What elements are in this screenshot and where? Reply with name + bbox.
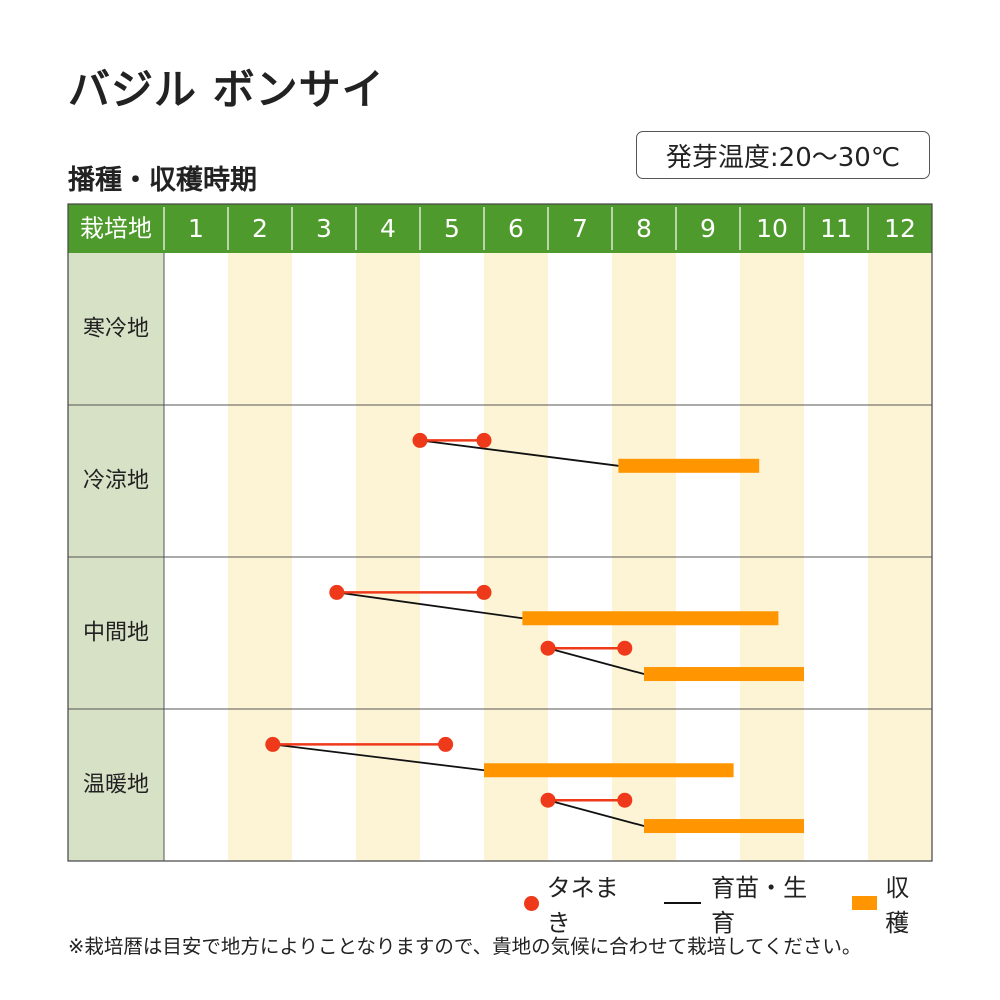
- month-label-9: 9: [700, 214, 716, 243]
- chart-subtitle: 播種・収穫時期: [68, 165, 257, 196]
- legend-harvest: 収穫: [852, 868, 932, 938]
- chart-border: [67, 203, 933, 862]
- disclaimer-note: ※栽培暦は目安で地方によりことなりますので、貴地の気候に合わせて栽培してください…: [68, 935, 862, 958]
- sowing-start-dot: [265, 736, 281, 752]
- month-label-7: 7: [572, 214, 588, 243]
- growing-line: [272, 743, 485, 772]
- germination-temp-badge: 発芽温度:20〜30℃: [636, 131, 930, 179]
- chart-legend: タネまき 育苗・生育 収穫: [500, 868, 932, 938]
- growing-line: [336, 591, 523, 620]
- harvest-bar: [644, 667, 804, 682]
- harvest-bar: [644, 819, 804, 834]
- sowing-dot-icon: [524, 895, 539, 911]
- month-label-10: 10: [756, 214, 788, 243]
- sowing-end-dot: [476, 432, 492, 448]
- region-label: 温暖地: [83, 773, 149, 798]
- sowing-end-dot: [476, 584, 492, 600]
- month-label-1: 1: [188, 214, 204, 243]
- sowing-start-dot: [329, 584, 345, 600]
- legend-growing-label: 育苗・生育: [711, 874, 808, 937]
- month-label-5: 5: [444, 214, 460, 243]
- harvest-bar: [522, 611, 779, 626]
- legend-sowing: タネまき: [524, 868, 640, 938]
- month-label-12: 12: [884, 214, 916, 243]
- sowing-start-dot: [412, 432, 428, 448]
- header-bar: [68, 204, 932, 253]
- month-label-3: 3: [316, 214, 332, 243]
- growing-line: [547, 647, 645, 675]
- growing-line: [547, 799, 645, 827]
- harvest-bar-icon: [852, 896, 878, 910]
- legend-harvest-label: 収穫: [885, 874, 910, 937]
- sowing-end-dot: [438, 736, 454, 752]
- region-label: 冷涼地: [83, 469, 149, 494]
- harvest-bar: [618, 458, 760, 473]
- sowing-end-dot: [617, 792, 633, 808]
- legend-sowing-label: タネまき: [546, 874, 619, 937]
- sowing-end-dot: [617, 640, 633, 656]
- growing-line-icon: [664, 902, 702, 904]
- harvest-bar: [484, 763, 734, 778]
- month-label-4: 4: [380, 214, 396, 243]
- sowing-start-dot: [540, 640, 556, 656]
- month-label-8: 8: [636, 214, 652, 243]
- sowing-start-dot: [540, 792, 556, 808]
- region-label: 中間地: [83, 621, 149, 646]
- page-title: バジル ボンサイ: [68, 65, 385, 114]
- germination-temp-text: 発芽温度:20〜30℃: [665, 142, 901, 173]
- growing-line: [419, 439, 619, 467]
- region-label: 寒冷地: [83, 317, 149, 342]
- month-label-11: 11: [820, 214, 852, 243]
- legend-growing: 育苗・生育: [664, 868, 828, 938]
- month-label-6: 6: [508, 214, 524, 243]
- month-label-2: 2: [252, 214, 268, 243]
- header-label: 栽培地: [80, 215, 152, 243]
